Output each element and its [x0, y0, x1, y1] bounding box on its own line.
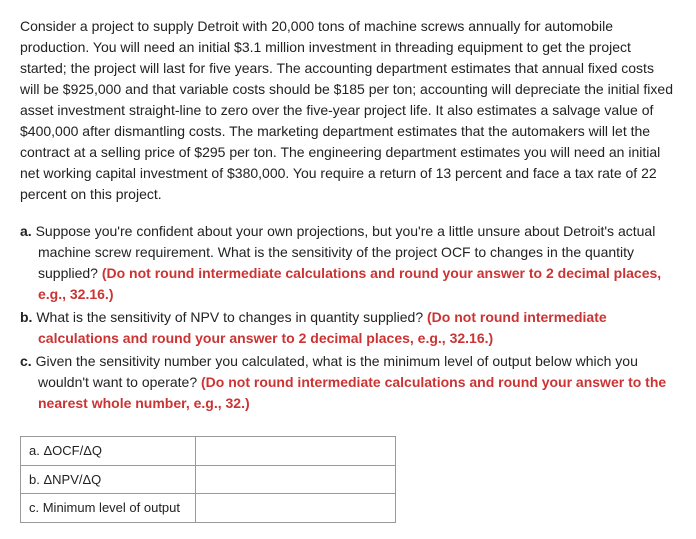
answer-c-input[interactable] — [198, 498, 393, 517]
question-c-prefix: c. — [20, 353, 36, 369]
row-b-input-cell — [196, 465, 396, 494]
question-a-prefix: a. — [20, 223, 36, 239]
question-b-text: What is the sensitivity of NPV to change… — [36, 309, 427, 325]
question-b-prefix: b. — [20, 309, 36, 325]
question-c: c. Given the sensitivity number you calc… — [20, 351, 676, 414]
table-row: b. ΔNPV/ΔQ — [21, 465, 396, 494]
question-a: a. Suppose you're confident about your o… — [20, 221, 676, 305]
questions-block: a. Suppose you're confident about your o… — [20, 221, 676, 414]
row-a-input-cell — [196, 437, 396, 466]
row-b-label: b. ΔNPV/ΔQ — [21, 465, 196, 494]
row-a-label: a. ΔOCF/ΔQ — [21, 437, 196, 466]
answer-table: a. ΔOCF/ΔQ b. ΔNPV/ΔQ c. Minimum level o… — [20, 436, 396, 523]
question-a-instruction: (Do not round intermediate calculations … — [38, 265, 661, 302]
row-c-label: c. Minimum level of output — [21, 494, 196, 523]
answer-a-input[interactable] — [198, 441, 393, 460]
table-row: c. Minimum level of output — [21, 494, 396, 523]
table-row: a. ΔOCF/ΔQ — [21, 437, 396, 466]
problem-intro: Consider a project to supply Detroit wit… — [20, 16, 676, 205]
answer-b-input[interactable] — [198, 470, 393, 489]
row-c-input-cell — [196, 494, 396, 523]
question-b: b. What is the sensitivity of NPV to cha… — [20, 307, 676, 349]
